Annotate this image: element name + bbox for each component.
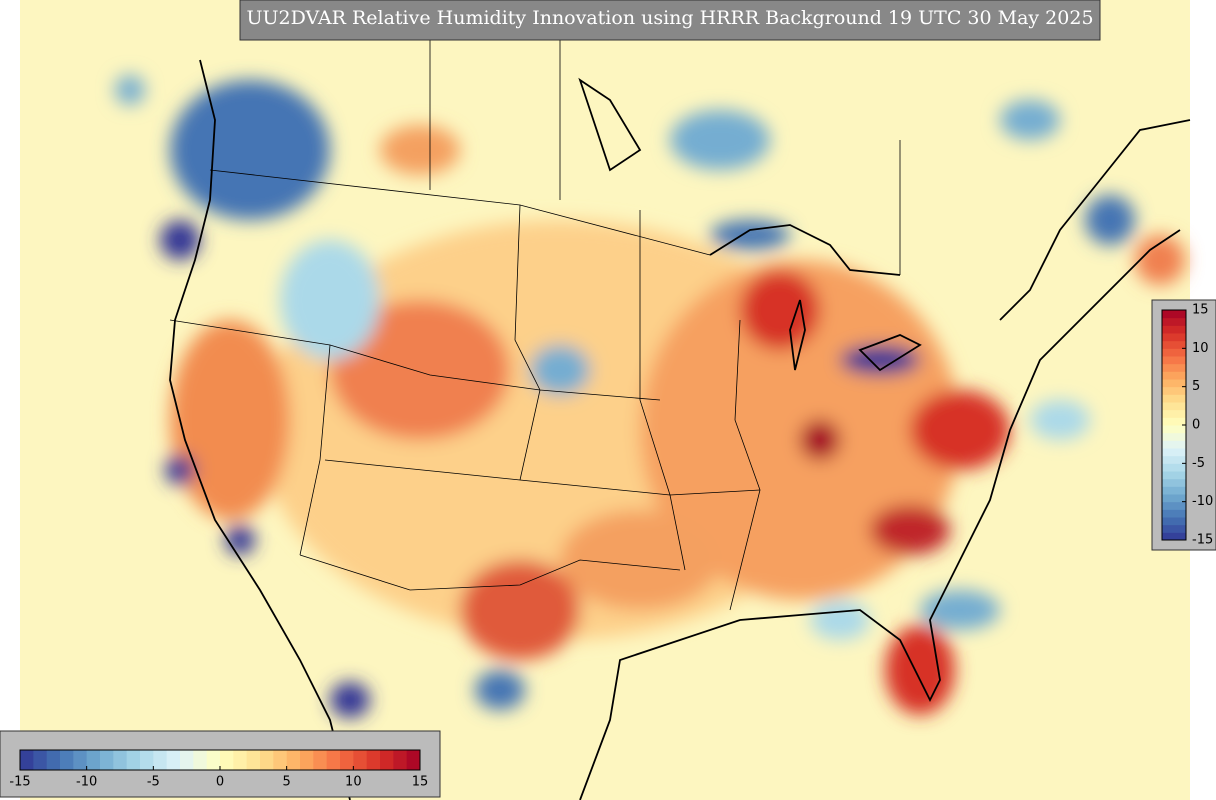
colorbar-segment bbox=[1162, 394, 1186, 403]
colorbar-segment bbox=[73, 750, 88, 770]
tick-label: 5 bbox=[1192, 379, 1200, 394]
colorbar-segment bbox=[1162, 310, 1186, 319]
colorbar-segment bbox=[1162, 386, 1186, 395]
colorbar-segment bbox=[353, 750, 368, 770]
colorbar-segment bbox=[1162, 486, 1186, 495]
colorbar-segment bbox=[1162, 371, 1186, 380]
colorbar-segment bbox=[1162, 317, 1186, 326]
colorbar-segment bbox=[1162, 417, 1186, 426]
colorbar-segment bbox=[1162, 524, 1186, 533]
tick-label: 15 bbox=[1192, 303, 1209, 318]
tick-label: -5 bbox=[147, 775, 160, 790]
colorbar-segment bbox=[1162, 348, 1186, 357]
coastlines bbox=[169, 59, 1191, 800]
tick-label: -10 bbox=[76, 775, 97, 790]
colorbar-segment bbox=[1162, 509, 1186, 518]
colorbar-segment bbox=[33, 750, 48, 770]
colorbar-segment bbox=[60, 750, 74, 770]
title-box: UU2DVAR Relative Humidity Innovation usi… bbox=[239, 0, 1101, 41]
colorbar-bottom: -15 -10 -5 0 5 10 15 bbox=[0, 730, 441, 798]
colorbar-segment bbox=[1162, 325, 1186, 334]
colorbar-segment bbox=[300, 750, 314, 770]
colorbar-segment bbox=[1162, 501, 1186, 510]
colorbar-segment bbox=[1162, 432, 1186, 441]
colorbar-segment bbox=[286, 750, 301, 770]
colorbar-segment bbox=[180, 750, 194, 770]
colorbar-segment bbox=[260, 750, 274, 770]
colorbar-segment bbox=[1162, 379, 1186, 388]
title-background bbox=[239, 0, 1101, 41]
colorbar-segment bbox=[1162, 340, 1186, 349]
colorbar-segment bbox=[406, 750, 421, 770]
colorbar-segment bbox=[1162, 532, 1186, 541]
colorbar-segment bbox=[233, 750, 248, 770]
colorbar-segment bbox=[246, 750, 261, 770]
colorbar-segment bbox=[1162, 440, 1186, 449]
tick-label: 0 bbox=[216, 775, 224, 790]
colorbar-segment bbox=[1162, 463, 1186, 472]
tick-label: -10 bbox=[1192, 494, 1213, 509]
colorbar-segment bbox=[153, 750, 168, 770]
map-title: UU2DVAR Relative Humidity Innovation usi… bbox=[246, 7, 1093, 29]
humidity-field bbox=[115, 75, 1185, 718]
tick-label: 15 bbox=[412, 775, 429, 790]
colorbar-segment bbox=[1162, 363, 1186, 372]
colorbar-segment bbox=[380, 750, 394, 770]
colorbar-segment bbox=[1162, 478, 1186, 487]
colorbar-segment bbox=[206, 750, 221, 770]
colorbar-segment bbox=[1162, 409, 1186, 418]
tick-label: 10 bbox=[1192, 341, 1209, 356]
colorbar-segment bbox=[326, 750, 341, 770]
colorbar-segment bbox=[313, 750, 328, 770]
colorbar-segment bbox=[100, 750, 114, 770]
colorbar-segment bbox=[86, 750, 101, 770]
tick-label: -15 bbox=[1192, 533, 1213, 548]
tick-label: 0 bbox=[1192, 418, 1200, 433]
tick-label: 10 bbox=[345, 775, 362, 790]
colorbar-segment bbox=[113, 750, 128, 770]
colorbar-segment bbox=[273, 750, 288, 770]
tick-label: -5 bbox=[1192, 456, 1205, 471]
colorbar-segment bbox=[220, 750, 234, 770]
colorbar-segment bbox=[126, 750, 141, 770]
colorbar-segment bbox=[1162, 402, 1186, 411]
colorbar-segment bbox=[20, 750, 34, 770]
colorbar-segment bbox=[193, 750, 208, 770]
colorbar-segment bbox=[1162, 455, 1186, 464]
colorbar-segment bbox=[393, 750, 408, 770]
colorbar-segment bbox=[340, 750, 354, 770]
colorbar-segment bbox=[366, 750, 381, 770]
colorbar-right: -15 -10 -5 0 5 10 15 bbox=[1151, 299, 1216, 551]
colorbar-segment bbox=[46, 750, 61, 770]
colorbar-segment bbox=[1162, 448, 1186, 457]
colorbar-segment bbox=[1162, 333, 1186, 342]
colorbar-segment bbox=[140, 750, 154, 770]
tick-label: 5 bbox=[283, 775, 291, 790]
colorbar-segment bbox=[166, 750, 181, 770]
colorbar-segment bbox=[1162, 425, 1186, 434]
map bbox=[20, 0, 1191, 800]
colorbar-segment bbox=[1162, 517, 1186, 526]
colorbar-segment bbox=[1162, 494, 1186, 503]
tick-label: -15 bbox=[9, 775, 30, 790]
colorbar-segment bbox=[1162, 471, 1186, 480]
colorbar-segment bbox=[1162, 356, 1186, 365]
